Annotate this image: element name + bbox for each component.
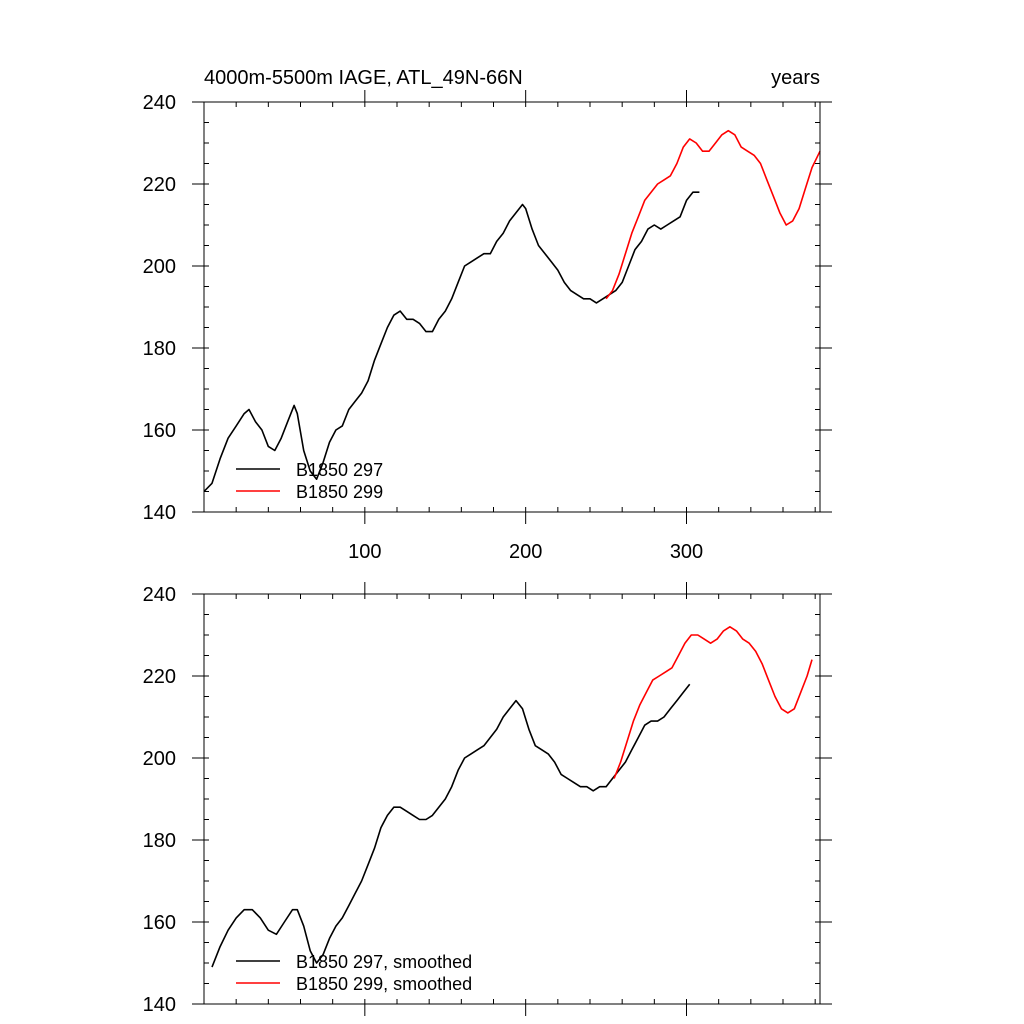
legend-label-b1850-299-smoothed: B1850 299, smoothed <box>296 974 472 994</box>
legend-label-b1850-297-smoothed: B1850 297, smoothed <box>296 952 472 972</box>
x-tick-label: 300 <box>670 541 703 563</box>
series-line-b1850-299 <box>605 129 821 300</box>
y-tick-label: 140 <box>143 994 176 1016</box>
top-chart-axes: 100 200 300 140 160 180 200 220 240 <box>143 90 832 563</box>
bottom-chart-legend: B1850 297, smoothed B1850 299, smoothed <box>236 952 472 994</box>
y-tick-label: 220 <box>143 666 176 688</box>
y-tick-label: 180 <box>143 338 176 360</box>
x-tick-label: 200 <box>509 541 542 563</box>
y-tick-label: 220 <box>143 174 176 196</box>
series-line-b1850-297-smoothed <box>211 683 691 968</box>
y-tick-label: 160 <box>143 420 176 442</box>
x-tick-label: 100 <box>348 541 381 563</box>
y-tick-label: 240 <box>143 584 176 606</box>
series-line-b1850-299-smoothed <box>613 626 813 779</box>
legend-label-b1850-297: B1850 297 <box>296 460 383 480</box>
top-chart-title: 4000m-5500m IAGE, ATL_49N-66N <box>204 67 523 89</box>
top-chart-series-group <box>203 129 821 493</box>
series-line-b1850-297 <box>203 191 700 493</box>
y-tick-label: 200 <box>143 748 176 770</box>
bottom-chart-panel: 140 160 180 200 220 240 B1850 297, smoothed B… <box>143 582 832 1016</box>
legend-label-b1850-299: B1850 299 <box>296 482 383 502</box>
bottom-chart-series-group <box>211 626 813 968</box>
top-chart-panel: 4000m-5500m IAGE, ATL_49N-66N years 100 2… <box>143 67 832 563</box>
bottom-chart-axes: 140 160 180 200 220 240 <box>143 582 832 1016</box>
top-chart-legend: B1850 297 B1850 299 <box>236 460 383 502</box>
y-tick-label: 200 <box>143 256 176 278</box>
y-tick-label: 160 <box>143 912 176 934</box>
y-tick-label: 240 <box>143 92 176 114</box>
y-tick-label: 180 <box>143 830 176 852</box>
y-tick-label: 140 <box>143 502 176 524</box>
top-chart-units-label: years <box>771 67 820 89</box>
